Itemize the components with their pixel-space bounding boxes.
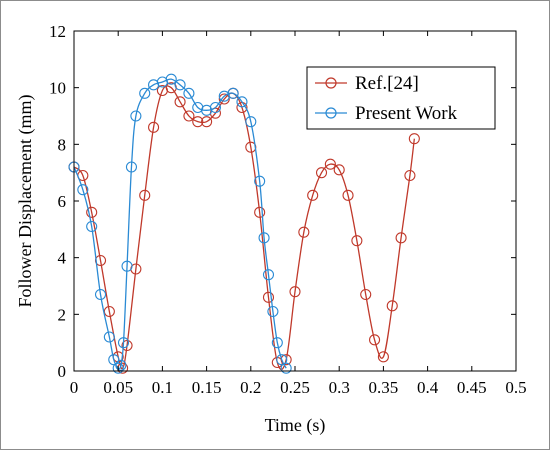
ref-series-point bbox=[307, 189, 319, 201]
present-work-series-point bbox=[121, 260, 133, 272]
present-work-series-point bbox=[267, 305, 279, 318]
present-work-series-point bbox=[227, 87, 239, 99]
ref-series-point bbox=[333, 164, 345, 176]
x-tick-label: 0.2 bbox=[240, 378, 261, 397]
y-tick-label: 12 bbox=[49, 22, 66, 41]
ref-series-point bbox=[192, 116, 204, 128]
ref-series-point bbox=[408, 133, 420, 145]
ref-series-point bbox=[369, 334, 381, 346]
y-tick-label: 2 bbox=[58, 305, 67, 324]
present-work-series-point bbox=[165, 73, 177, 85]
x-tick-label: 0.1 bbox=[152, 378, 173, 397]
present-work-series-point bbox=[209, 101, 221, 114]
present-work-series-point bbox=[103, 331, 115, 343]
y-axis-label: Follower Displacement (mm) bbox=[15, 95, 36, 308]
ref-series-point bbox=[254, 206, 266, 218]
present-work-series-point bbox=[280, 362, 292, 374]
present-work-series-point bbox=[174, 79, 186, 91]
present-work-series-point bbox=[276, 354, 288, 366]
x-tick-label: 0.35 bbox=[369, 378, 399, 397]
x-axis-label: Time (s) bbox=[265, 415, 326, 436]
present-work-series-point bbox=[236, 96, 248, 108]
ref-series-point bbox=[377, 351, 389, 363]
legend-label-ref: Ref.[24] bbox=[355, 73, 419, 94]
ref-series-point bbox=[86, 206, 98, 218]
y-tick-label: 6 bbox=[58, 192, 67, 211]
present-work-series-point bbox=[258, 232, 270, 244]
ref-series-point bbox=[386, 300, 398, 312]
present-work-series-point bbox=[245, 116, 257, 128]
x-tick-label: 0.3 bbox=[329, 378, 350, 397]
x-tick-label: 0.25 bbox=[280, 378, 310, 397]
present-work-series-point bbox=[183, 87, 195, 99]
present-work-series-point bbox=[112, 362, 124, 374]
present-work-series-point bbox=[77, 184, 89, 196]
ref-series-point bbox=[121, 339, 133, 352]
legend-box bbox=[306, 66, 496, 130]
ref-series-point bbox=[183, 110, 195, 122]
present-work-series-point bbox=[125, 161, 138, 173]
legend-marker-ref bbox=[325, 77, 337, 89]
ref-series-point bbox=[298, 226, 310, 238]
present-work-series-point bbox=[254, 175, 266, 187]
ref-series-point bbox=[404, 169, 416, 182]
legend-marker-present bbox=[325, 107, 337, 119]
ref-series-point bbox=[315, 167, 328, 179]
ref-series-point bbox=[342, 189, 354, 201]
present-work-series-point bbox=[130, 110, 142, 122]
present-work-series-point bbox=[271, 337, 283, 349]
x-tick-label: 0.05 bbox=[103, 378, 133, 397]
ref-series-point bbox=[218, 93, 230, 105]
ref-series-point bbox=[395, 232, 407, 244]
ref-series-point bbox=[351, 235, 363, 247]
x-tick-label: 0.4 bbox=[417, 378, 439, 397]
y-tick-label: 10 bbox=[49, 79, 66, 98]
ref-series-point bbox=[262, 291, 275, 303]
ref-series-point bbox=[289, 286, 301, 298]
present-work-series-point bbox=[86, 220, 98, 233]
present-work-series-point bbox=[117, 337, 130, 349]
y-tick-label: 8 bbox=[58, 135, 67, 154]
legend: Ref.[24] Present Work bbox=[306, 66, 496, 130]
ref-series-point bbox=[174, 96, 186, 108]
ref-series-point bbox=[324, 158, 336, 170]
present-work-series-point bbox=[139, 87, 151, 99]
x-tick-label: 0.5 bbox=[505, 378, 526, 397]
series-layer bbox=[68, 73, 420, 374]
x-tick-label: 0 bbox=[70, 378, 79, 397]
present-work-series bbox=[68, 73, 292, 374]
present-work-series-point bbox=[94, 288, 107, 301]
present-work-series-point bbox=[262, 269, 275, 281]
ref-series-point bbox=[148, 121, 160, 133]
ref-series-point bbox=[139, 189, 151, 201]
present-work-series-line bbox=[73, 78, 287, 370]
tick-layer: 0 0.05 0.1 0.15 0.2 0.25 0.3 0.35 0.4 0.45 0.5 0 2 4 6… bbox=[49, 22, 527, 397]
x-tick-label: 0.45 bbox=[457, 378, 487, 397]
present-work-series-point bbox=[115, 359, 127, 371]
y-tick-label: 0 bbox=[58, 362, 67, 381]
ref-series-point bbox=[201, 116, 213, 128]
y-tick-label: 4 bbox=[58, 249, 67, 268]
present-work-series-point bbox=[108, 354, 120, 366]
legend-label-present: Present Work bbox=[355, 103, 458, 124]
ref-series-point bbox=[360, 288, 372, 301]
x-tick-label: 0.15 bbox=[192, 378, 222, 397]
